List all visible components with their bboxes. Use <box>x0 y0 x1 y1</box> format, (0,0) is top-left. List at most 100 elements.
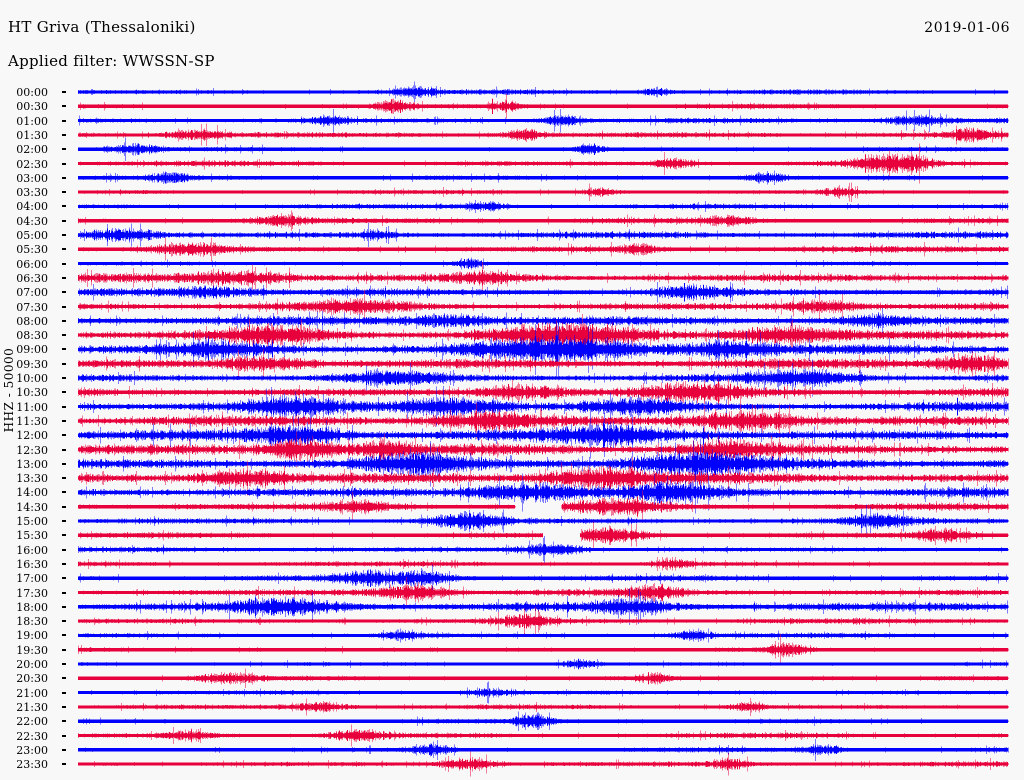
time-tick <box>62 262 66 265</box>
time-tick <box>62 362 66 365</box>
trace-baseline <box>78 90 1008 94</box>
time-label: 23:30 <box>16 758 48 772</box>
time-label: 23:00 <box>16 743 48 757</box>
time-tick <box>62 505 66 508</box>
time-tick <box>62 734 66 737</box>
seismogram-trace <box>78 697 1009 716</box>
seismogram-trace <box>78 628 1009 643</box>
time-tick <box>62 276 66 279</box>
seismogram-trace <box>78 751 1009 777</box>
time-label: 08:00 <box>16 314 48 328</box>
time-tick <box>62 763 66 766</box>
time-label: 01:30 <box>16 128 48 142</box>
seismogram-trace <box>78 322 1009 377</box>
time-label: 18:00 <box>16 600 48 614</box>
seismogram-trace <box>78 504 1009 538</box>
time-label: 19:00 <box>16 629 48 643</box>
time-tick <box>62 191 66 194</box>
time-tick <box>62 334 66 337</box>
seismogram-trace <box>78 81 1009 103</box>
trace-baseline <box>78 405 1008 409</box>
time-label: 05:00 <box>16 229 48 242</box>
time-tick <box>62 419 66 422</box>
trace-baseline <box>78 662 1008 666</box>
time-tick <box>62 620 66 623</box>
time-label: 22:30 <box>16 729 48 743</box>
applied-filter-label: Applied filter: WWSSN-SP <box>8 52 215 70</box>
time-tick <box>62 448 66 451</box>
seismogram-trace <box>78 385 1009 428</box>
trace-baseline <box>78 262 1008 266</box>
time-label: 06:00 <box>16 257 48 271</box>
trace-baseline <box>78 576 1008 580</box>
seismogram-trace <box>78 668 1009 688</box>
trace-baseline <box>78 490 1008 494</box>
trace-baseline <box>78 419 1008 423</box>
seismogram-trace <box>78 289 1009 324</box>
trace-baseline <box>78 462 1008 466</box>
time-tick <box>62 591 66 594</box>
time-tick <box>62 477 66 480</box>
seismogram-trace <box>78 349 1009 379</box>
trace-baseline <box>78 691 1008 695</box>
time-label: 21:30 <box>16 700 48 714</box>
trace-baseline <box>78 733 1008 738</box>
time-tick <box>62 219 66 222</box>
time-label: 07:30 <box>16 300 48 314</box>
time-label: 14:00 <box>16 486 48 500</box>
seismogram-trace <box>78 378 1009 407</box>
time-tick <box>62 648 66 651</box>
time-tick <box>62 319 66 322</box>
time-tick <box>62 405 66 408</box>
time-tick <box>62 133 66 136</box>
time-label: 20:00 <box>16 658 48 671</box>
time-tick <box>62 291 66 294</box>
time-label: 12:00 <box>16 429 48 443</box>
trace-baseline <box>78 719 1008 723</box>
time-label: 13:30 <box>16 472 48 486</box>
seismogram-trace <box>78 724 1009 747</box>
time-label: 15:00 <box>16 515 48 528</box>
seismogram-trace <box>78 438 1009 489</box>
trace-baseline <box>78 161 1008 166</box>
time-tick <box>62 663 66 665</box>
seismogram-trace <box>78 237 1009 262</box>
seismogram-trace <box>78 536 1009 563</box>
time-label: 14:30 <box>16 500 48 514</box>
time-label: 17:00 <box>16 572 48 586</box>
trace-baseline <box>78 119 1008 123</box>
trace-baseline <box>78 676 1008 680</box>
trace-baseline <box>78 548 1008 552</box>
time-label: 21:00 <box>16 686 48 700</box>
seismogram-trace <box>78 281 1009 303</box>
time-label: 13:00 <box>16 457 48 471</box>
time-tick <box>62 562 66 565</box>
time-tick <box>62 705 66 708</box>
time-tick <box>62 305 66 308</box>
time-tick <box>62 720 66 723</box>
trace-baseline <box>78 247 1008 251</box>
seismogram-trace <box>78 400 1009 442</box>
seismogram-trace <box>78 261 1009 294</box>
time-label: 18:30 <box>16 615 48 629</box>
time-tick <box>62 548 66 551</box>
seismogram-trace <box>78 456 1009 500</box>
trace-baseline <box>78 619 1008 623</box>
time-tick <box>62 248 66 251</box>
time-label: 17:30 <box>16 586 48 600</box>
trace-baseline <box>78 276 1008 280</box>
trace-baseline <box>78 533 543 537</box>
seismogram-trace <box>78 359 1009 397</box>
time-tick <box>62 634 66 637</box>
trace-baseline <box>78 376 1008 380</box>
trace-baseline <box>78 648 1008 652</box>
seismogram-trace <box>78 307 1009 334</box>
time-tick <box>62 234 66 236</box>
seismogram-trace <box>78 411 1009 459</box>
time-tick <box>62 462 66 465</box>
time-tick <box>62 491 66 494</box>
trace-baseline <box>78 433 1008 437</box>
time-tick <box>62 205 66 208</box>
trace-baseline <box>78 590 1008 595</box>
